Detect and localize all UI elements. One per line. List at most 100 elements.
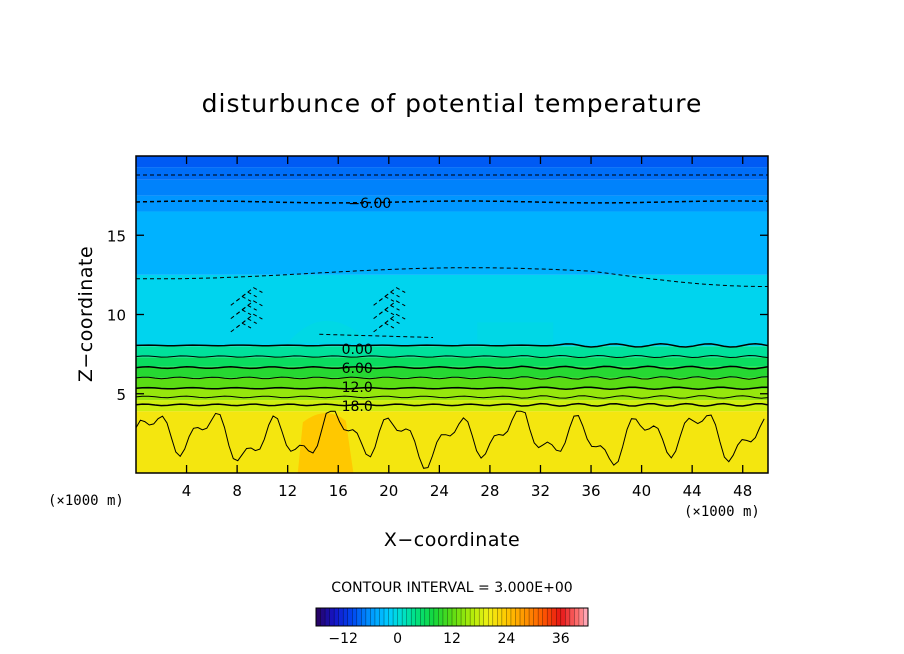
- contour-label: 18.0: [342, 399, 373, 415]
- x-unit-right: (×1000 m): [684, 504, 760, 520]
- colorbar-swatch: [352, 608, 358, 626]
- colorbar-swatch: [384, 608, 389, 626]
- colorbar-swatch: [524, 608, 530, 626]
- colorbar-swatch: [488, 608, 494, 626]
- colorbar-tick-label: 36: [552, 631, 570, 647]
- contour-line: [319, 333, 434, 338]
- field-band: [136, 156, 768, 168]
- colorbar-swatch: [510, 608, 516, 626]
- colorbar-swatch: [316, 608, 321, 626]
- field-band: [136, 167, 768, 180]
- contour-line: [136, 365, 768, 370]
- y-tick-label: 10: [107, 307, 126, 325]
- colorbar-swatch: [393, 608, 398, 626]
- field-band: [136, 377, 768, 389]
- x-tick-label: 28: [480, 482, 499, 500]
- colorbar-swatch: [365, 608, 371, 626]
- contour-line: [136, 386, 768, 390]
- y-axis-label: Z−coordinate: [75, 246, 97, 382]
- contour-line: [136, 395, 768, 399]
- colorbar-swatch: [429, 608, 435, 626]
- colorbar-swatch: [479, 608, 485, 626]
- warm-core: [297, 413, 354, 473]
- colorbar-swatch: [556, 608, 562, 626]
- x-tick-label: 32: [531, 482, 550, 500]
- colorbar: −12 0 12 24 36: [315, 607, 589, 647]
- colorbar-swatch: [356, 608, 362, 626]
- colorbar-swatch: [420, 608, 426, 626]
- colorbar-swatch: [406, 608, 412, 626]
- field-band: [136, 179, 768, 196]
- colorbar-swatch: [560, 608, 566, 626]
- colorbar-swatch: [397, 608, 403, 626]
- colorbar-swatch: [442, 608, 448, 626]
- colorbar-swatch: [506, 608, 512, 626]
- colorbar-swatch: [415, 608, 421, 626]
- contour-label: 6.00: [342, 361, 373, 377]
- field-band: [136, 346, 768, 358]
- colorbar-swatch: [470, 608, 476, 626]
- contour-label: −6.00: [348, 196, 391, 212]
- colorbar-swatch: [583, 608, 589, 626]
- colorbar-swatch: [538, 608, 544, 626]
- colorbar-swatch: [497, 608, 503, 626]
- y-tick-label: 15: [107, 227, 126, 245]
- y-tick-label: 5: [116, 386, 126, 404]
- colorbar-tick-label: 0: [393, 631, 402, 647]
- x-axis: 4 8 12 16 20 24 28 32 36 40 44 48: [182, 156, 752, 500]
- contour-line: [136, 343, 768, 348]
- colorbar-swatch: [574, 608, 580, 626]
- colorbar-swatch: [456, 608, 462, 626]
- y-axis: 5 10 15: [107, 227, 768, 404]
- colorbar-swatch: [374, 608, 380, 626]
- colorbar-swatch: [424, 608, 430, 626]
- colorbar-swatch: [452, 608, 457, 626]
- contour-label: 0.00: [342, 342, 373, 358]
- contour-line: [384, 313, 406, 324]
- colorbar-swatch: [520, 608, 525, 626]
- mid-patch: [477, 322, 554, 345]
- colorbar-swatch: [492, 608, 498, 626]
- x-tick-label: 4: [182, 482, 192, 500]
- colorbar-swatch: [347, 608, 353, 626]
- colorbar-swatch: [343, 608, 349, 626]
- temperature-field: [136, 156, 768, 473]
- colorbar-tick-label: 24: [497, 631, 515, 647]
- contour-line: [136, 200, 768, 204]
- colorbar-swatch: [465, 608, 471, 626]
- colorbar-swatch: [501, 608, 507, 626]
- field-band: [136, 366, 768, 378]
- colorbar-swatch: [447, 608, 453, 626]
- contour-line: [241, 313, 263, 324]
- colorbar-swatch: [325, 608, 330, 626]
- colorbar-swatch: [329, 608, 335, 626]
- colorbar-swatch: [334, 608, 340, 626]
- colorbar-tick-label: −12: [328, 631, 358, 647]
- colorbar-swatch: [474, 608, 480, 626]
- colorbar-swatch: [379, 608, 385, 626]
- contour-line: [136, 267, 768, 287]
- x-tick-label: 44: [683, 482, 702, 500]
- colorbar-swatch: [361, 608, 367, 626]
- contour-labels: −6.00 0.00 6.00 12.0 18.0: [342, 196, 392, 415]
- colorbar-swatch: [542, 608, 548, 626]
- colorbar-swatch: [461, 608, 466, 626]
- contour-lines: [136, 174, 768, 469]
- colorbar-frame: [315, 607, 589, 627]
- field-band: [136, 211, 768, 275]
- colorbar-swatch: [320, 608, 326, 626]
- field-band: [136, 388, 768, 401]
- contour-line: [241, 300, 263, 311]
- x-tick-label: 24: [430, 482, 449, 500]
- contour-line: [241, 287, 263, 297]
- colorbar-swatch: [578, 608, 584, 626]
- contour-line: [136, 410, 765, 469]
- colorbar-swatch: [547, 608, 553, 626]
- colorbar-swatch: [529, 608, 534, 626]
- x-tick-label: 8: [232, 482, 242, 500]
- x-axis-label: X−coordinate: [384, 529, 520, 551]
- mid-patch: [287, 320, 370, 344]
- field-band: [136, 195, 768, 212]
- contour-line: [384, 300, 406, 311]
